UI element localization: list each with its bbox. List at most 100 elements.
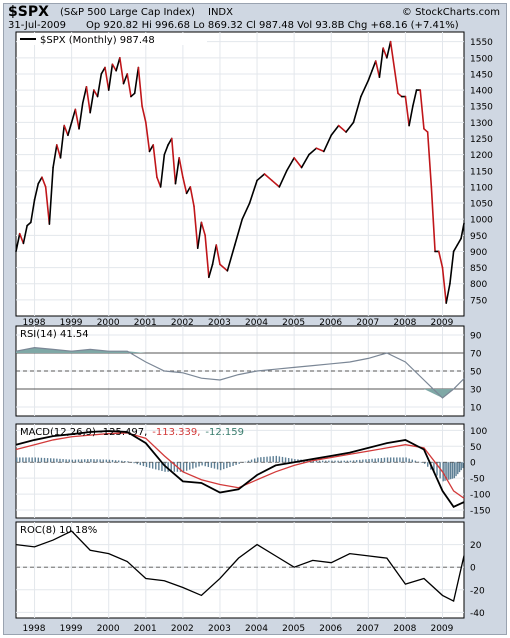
price-segment [111, 63, 117, 72]
macd-histogram-bar [368, 459, 370, 463]
macd-histogram-bar [235, 462, 237, 465]
x-tick-label-bottom: 2001 [134, 624, 157, 634]
price-segment [445, 282, 451, 304]
macd-histogram-bar [355, 460, 358, 463]
copyright[interactable]: © StockCharts.com [401, 7, 500, 18]
macd-histogram-bar [43, 457, 46, 463]
macd-histogram-bar [148, 462, 151, 468]
macd-histogram-bar [393, 457, 395, 463]
macd-histogram-bar [114, 460, 117, 463]
macd-histogram-bar [223, 462, 225, 470]
price-segment [323, 134, 333, 153]
macd-histogram-bar [331, 460, 333, 463]
macd-histogram-bar [439, 462, 441, 479]
y-tick-label: -20 [470, 586, 485, 596]
macd-histogram-bar [346, 460, 349, 463]
x-tick-label-bottom: 1999 [60, 624, 83, 634]
price-segment [59, 124, 66, 159]
macd-histogram-bar [80, 459, 83, 463]
price-segment [52, 144, 58, 169]
price-segment [37, 176, 43, 185]
x-tick-label-top: 2003 [208, 318, 231, 328]
price-segment [378, 47, 384, 78]
x-tick-label-top: 2000 [97, 318, 120, 328]
price-segment [337, 124, 347, 133]
macd-histogram-bar [28, 457, 30, 463]
x-tick-label-bottom: 2004 [245, 624, 268, 634]
macd-histogram-bar [56, 458, 58, 463]
macd-histogram-bar [257, 457, 259, 463]
macd-histogram-bar [65, 459, 67, 463]
macd-histogram-bar [411, 459, 413, 463]
x-tick-label-bottom: 2009 [430, 624, 453, 634]
macd-histogram-bar [352, 460, 355, 463]
macd-histogram-bar [68, 459, 70, 463]
price-segment [178, 157, 184, 179]
macd-histogram-bar [315, 460, 318, 463]
price-segment [78, 102, 84, 130]
price-segment [33, 182, 40, 201]
price-segment [293, 157, 303, 169]
x-tick-label-top: 2004 [245, 318, 268, 328]
price-segment [367, 69, 373, 82]
macd-histogram-bar [207, 462, 210, 468]
y-tick-label: 10 [470, 404, 482, 414]
macd-histogram-bar [457, 462, 459, 475]
macd-histogram-bar [229, 462, 231, 468]
price-segment [248, 179, 258, 204]
macd-histogram-bar [306, 460, 308, 463]
macd-histogram-bar [226, 462, 228, 469]
macd-histogram-bar [189, 462, 191, 470]
y-tick-label: 1450 [470, 70, 493, 80]
macd-histogram-bar [420, 462, 423, 463]
price-segment [89, 89, 95, 114]
price-legend: $SPX (Monthly) 987.48 [40, 35, 155, 46]
macd-histogram-bar [343, 460, 345, 463]
macd-histogram-bar [453, 462, 456, 479]
macd-histogram-bar [448, 462, 450, 480]
price-segment [226, 244, 236, 272]
macd-histogram-bar [287, 457, 290, 463]
macd-histogram-bar [253, 458, 256, 463]
macd-histogram-bar [423, 462, 426, 464]
macd-histogram-bar [377, 458, 379, 463]
macd-histogram-bar [201, 462, 203, 466]
price-segment [196, 221, 203, 250]
panel-0 [15, 31, 465, 317]
price-segment [44, 186, 51, 225]
macd-histogram-bar [460, 462, 462, 471]
macd-histogram-bar [151, 462, 154, 469]
macd-histogram-bar [269, 456, 271, 463]
price-segment [15, 232, 21, 253]
price-segment [107, 63, 114, 91]
macd-histogram-bar [96, 459, 98, 463]
macd-histogram-bar [105, 459, 108, 463]
price-segment [55, 144, 62, 159]
quote-line: Op 920.82 Hi 996.68 Lo 869.32 Cl 987.48 … [86, 20, 459, 31]
macd-histogram-bar [405, 457, 407, 463]
price-segment [185, 186, 192, 195]
price-segment [137, 66, 143, 108]
y-tick-label: 1000 [470, 216, 493, 226]
price-segment [22, 224, 28, 245]
x-tick-label-top: 2002 [171, 318, 194, 328]
macd-histogram-bar [451, 462, 454, 479]
macd-histogram-bar [247, 460, 250, 463]
macd-histogram-bar [312, 460, 315, 463]
macd-line [15, 430, 465, 508]
macd-histogram-bar [216, 462, 219, 470]
macd-histogram-bar [74, 459, 77, 463]
macd-histogram-bar [458, 462, 461, 473]
price-segment [211, 244, 218, 266]
price-segment [200, 221, 206, 237]
macd-histogram-bar [210, 462, 213, 468]
macd-histogram-bar [185, 462, 188, 471]
macd-histogram-bar [427, 462, 429, 467]
macd-histogram-bar [49, 458, 52, 463]
macd-histogram-bar [145, 462, 148, 468]
price-segment [70, 108, 77, 124]
price-segment [441, 266, 447, 304]
x-tick-label-bottom: 2007 [356, 624, 379, 634]
price-segment [404, 95, 410, 127]
roc-line [15, 530, 465, 603]
